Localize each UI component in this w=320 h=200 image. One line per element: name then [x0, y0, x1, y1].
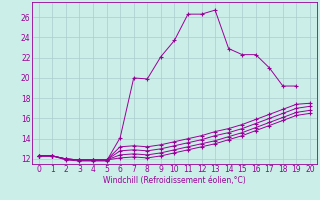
X-axis label: Windchill (Refroidissement éolien,°C): Windchill (Refroidissement éolien,°C) [103, 176, 246, 185]
